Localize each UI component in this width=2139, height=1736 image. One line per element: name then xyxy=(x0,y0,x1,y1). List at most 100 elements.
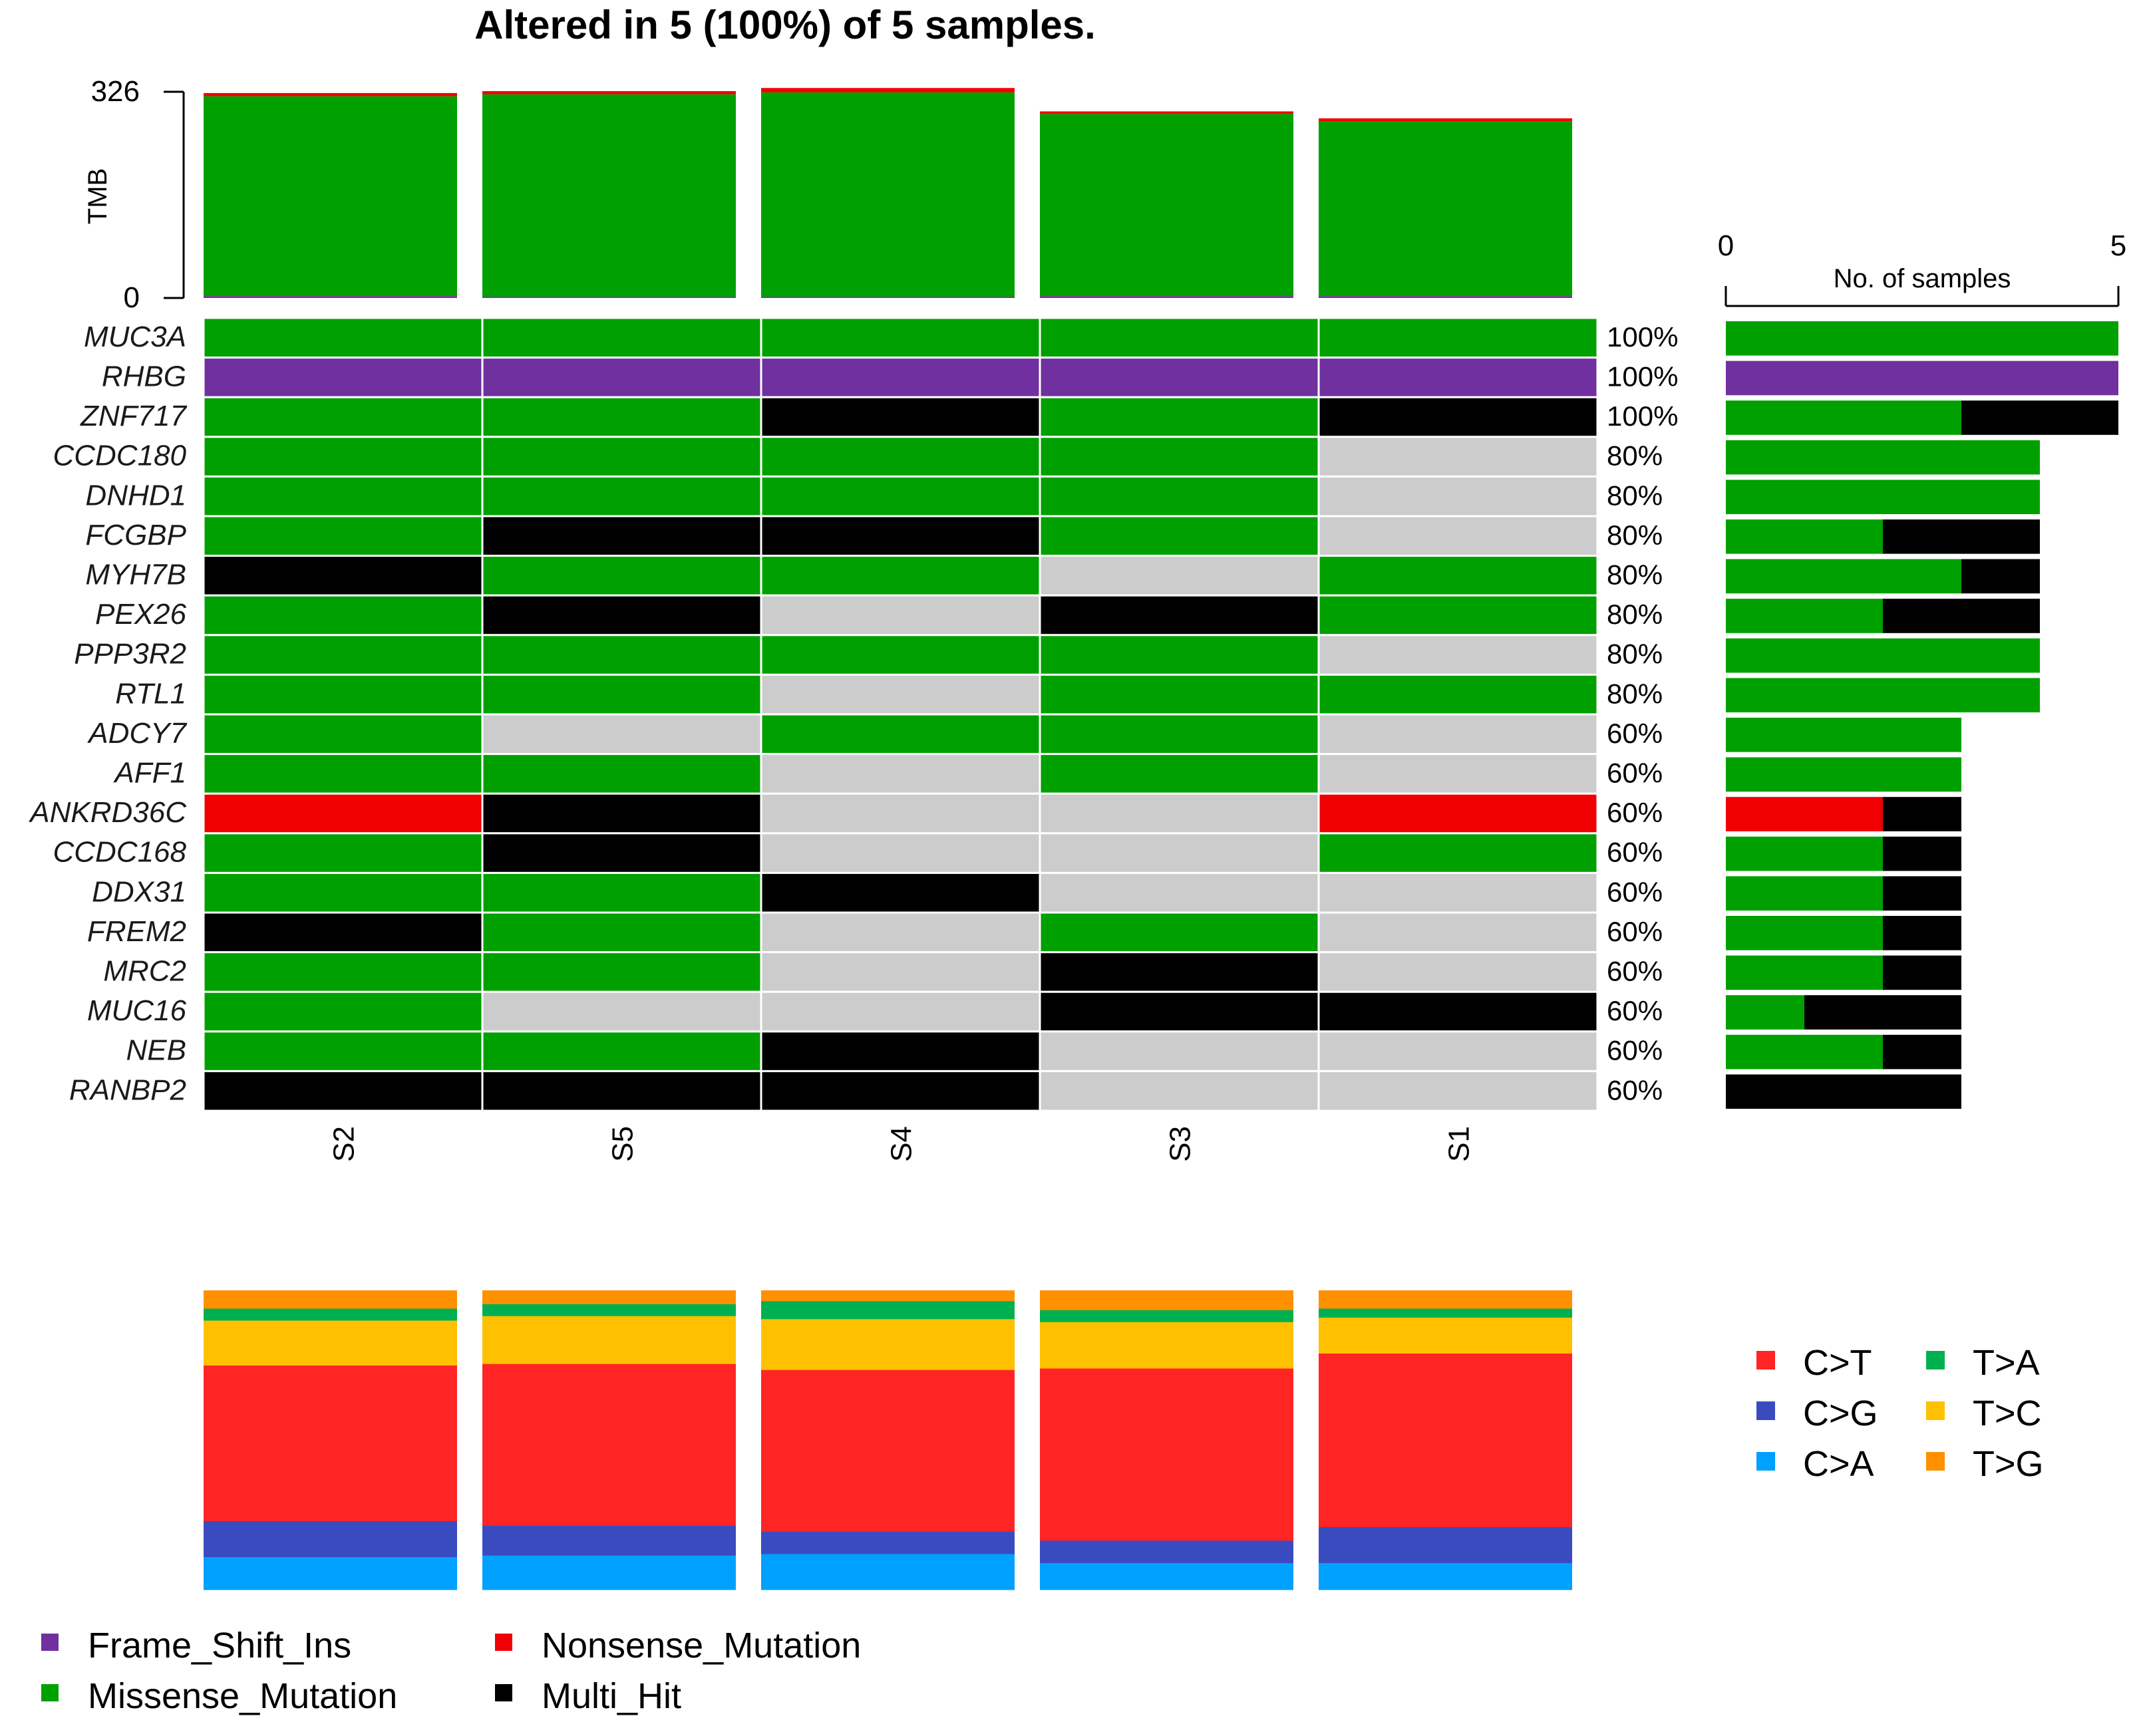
variant-legend-label-missense-mutation: Missense_Mutation xyxy=(88,1676,397,1716)
cell-ppp3r2-s4 xyxy=(760,634,1041,676)
cell-ankrd36c-s4 xyxy=(760,792,1041,835)
titv-legend: C>T C>G C>A T>A T>C T>G xyxy=(1756,1343,2044,1484)
gene-bar-muc3a-missense-mutation xyxy=(1726,321,2118,356)
titv-bar-s1-t-a xyxy=(1319,1308,1572,1318)
cell-aff1-s3 xyxy=(1039,753,1320,795)
cell-rhbg-s5 xyxy=(481,357,762,398)
cell-ppp3r2-s2 xyxy=(202,634,484,676)
gene-bar-dnhd1-missense-mutation xyxy=(1726,480,2040,514)
gene-bar-tick-label-max: 5 xyxy=(2110,229,2126,262)
titv-bar-s4-t-g xyxy=(761,1290,1015,1302)
titv-legend-label-c-g: C>G xyxy=(1803,1393,1878,1433)
titv-bar-s1-c-a xyxy=(1319,1562,1572,1590)
gene-label-ranbp2: RANBP2 xyxy=(69,1074,186,1106)
cell-aff1-s2 xyxy=(202,753,484,795)
pct-label-rtl1: 80% xyxy=(1607,678,1663,709)
gene-bar-muc16-missense-mutation xyxy=(1726,995,1804,1030)
tmb-bar-s4-nonsense-mutation xyxy=(761,88,1015,92)
cell-aff1-s1 xyxy=(1317,753,1599,795)
cell-neb-s4 xyxy=(760,1030,1041,1072)
cell-frem2-s3 xyxy=(1039,911,1320,954)
pct-label-ranbp2: 60% xyxy=(1607,1074,1663,1105)
cell-adcy7-s1 xyxy=(1317,713,1599,756)
gene-bar-ankrd36c-multi-hit xyxy=(1883,797,1961,831)
cell-ranbp2-s2 xyxy=(202,1070,484,1112)
cell-ccdc168-s5 xyxy=(481,832,762,874)
tmb-bar-s3-missense-mutation xyxy=(1040,114,1293,297)
cell-rhbg-s1 xyxy=(1317,357,1599,398)
titv-bar-s2-t-c xyxy=(204,1320,457,1366)
gene-label-ccdc180: CCDC180 xyxy=(53,440,186,472)
variant-legend-label-multi-hit: Multi_Hit xyxy=(542,1676,681,1716)
titv-bar-s3-t-c xyxy=(1040,1322,1293,1369)
cell-rtl1-s5 xyxy=(481,673,762,716)
gene-bar-ppp3r2-missense-mutation xyxy=(1726,638,2040,673)
cell-neb-s1 xyxy=(1317,1030,1599,1072)
pct-label-ccdc180: 80% xyxy=(1607,440,1663,472)
titv-bar-s2-t-a xyxy=(204,1308,457,1321)
titv-bar-s4-t-c xyxy=(761,1318,1015,1370)
gene-bar-rtl1-missense-mutation xyxy=(1726,678,2040,712)
gene-labels: MUC3A RHBG ZNF717 CCDC180 DNHD1 FCGBP MYH7B PEX… xyxy=(28,321,187,1106)
tmb-axis-label: TMB xyxy=(83,168,112,224)
gene-bar-neb-multi-hit xyxy=(1883,1034,1961,1070)
tmb-bar-s5-missense-mutation xyxy=(482,94,736,297)
titv-bar-s2-t-g xyxy=(204,1290,457,1309)
cell-ccdc180-s3 xyxy=(1039,436,1320,478)
titv-bar-s3-c-t xyxy=(1040,1368,1293,1541)
cell-mrc2-s4 xyxy=(760,951,1041,993)
percent-labels: 100% 100% 100% 80% 80% 80% 80% 80% 80% 80% 60% 60% 6… xyxy=(1607,321,1678,1105)
cell-pex26-s4 xyxy=(760,594,1041,637)
tmb-bars xyxy=(204,88,1572,298)
pct-label-aff1: 60% xyxy=(1607,758,1663,789)
gene-label-ddx31: DDX31 xyxy=(92,875,186,908)
cell-rtl1-s4 xyxy=(760,673,1041,716)
gene-bar-neb-missense-mutation xyxy=(1726,1034,1883,1070)
titv-bar-s5-t-a xyxy=(482,1304,736,1316)
tmb-axis: 326 0 TMB xyxy=(83,75,185,314)
cell-ddx31-s5 xyxy=(481,871,762,914)
gene-bar-mrc2-multi-hit xyxy=(1883,955,1961,990)
cell-myh7b-s3 xyxy=(1039,555,1320,597)
cell-muc16-s4 xyxy=(760,990,1041,1033)
cell-neb-s3 xyxy=(1039,1030,1320,1072)
gene-bar-ddx31-missense-mutation xyxy=(1726,876,1883,911)
cell-ankrd36c-s1 xyxy=(1317,792,1599,835)
gene-label-frem2: FREM2 xyxy=(87,915,186,948)
variant-legend-swatch-multi-hit xyxy=(495,1684,512,1701)
tmb-bar-s2-nonsense-mutation xyxy=(204,92,457,96)
cell-mrc2-s2 xyxy=(202,951,484,993)
tmb-bar-s5-nonsense-mutation xyxy=(482,91,736,94)
titv-bar-s3-c-a xyxy=(1040,1562,1293,1590)
cell-muc16-s2 xyxy=(202,990,484,1033)
titv-legend-swatch-t-g xyxy=(1926,1452,1945,1471)
gene-label-ccdc168: CCDC168 xyxy=(53,836,186,869)
titv-legend-swatch-t-a xyxy=(1926,1351,1945,1370)
gene-label-rtl1: RTL1 xyxy=(115,677,186,710)
gene-label-muc16: MUC16 xyxy=(87,994,187,1027)
titv-bar-s1-c-g xyxy=(1319,1526,1572,1563)
pct-label-neb: 60% xyxy=(1607,1035,1663,1066)
gene-bar-pex26-missense-mutation xyxy=(1726,599,1883,633)
cell-ddx31-s4 xyxy=(760,871,1041,914)
cell-frem2-s1 xyxy=(1317,911,1599,954)
gene-bar-frem2-missense-mutation xyxy=(1726,916,1883,950)
cell-myh7b-s5 xyxy=(481,555,762,597)
titv-bars xyxy=(204,1290,1572,1590)
cell-ddx31-s3 xyxy=(1039,871,1320,914)
variant-legend-swatch-missense-mutation xyxy=(41,1684,59,1701)
cell-mrc2-s5 xyxy=(481,951,762,993)
cell-ccdc180-s2 xyxy=(202,436,484,478)
tmb-tick-label-max: 326 xyxy=(91,75,140,108)
cell-adcy7-s4 xyxy=(760,713,1041,756)
gene-bar-ranbp2-multi-hit xyxy=(1726,1074,1961,1109)
cell-muc3a-s5 xyxy=(481,317,762,359)
cell-znf717-s5 xyxy=(481,396,762,438)
gene-bar-pex26-multi-hit xyxy=(1883,599,2040,633)
sample-label-s1: S1 xyxy=(1443,1126,1476,1162)
titv-legend-label-t-a: T>A xyxy=(1973,1343,2040,1383)
titv-bar-s1-t-c xyxy=(1319,1317,1572,1354)
cell-ccdc168-s3 xyxy=(1039,832,1320,874)
pct-label-ppp3r2: 80% xyxy=(1607,639,1663,670)
